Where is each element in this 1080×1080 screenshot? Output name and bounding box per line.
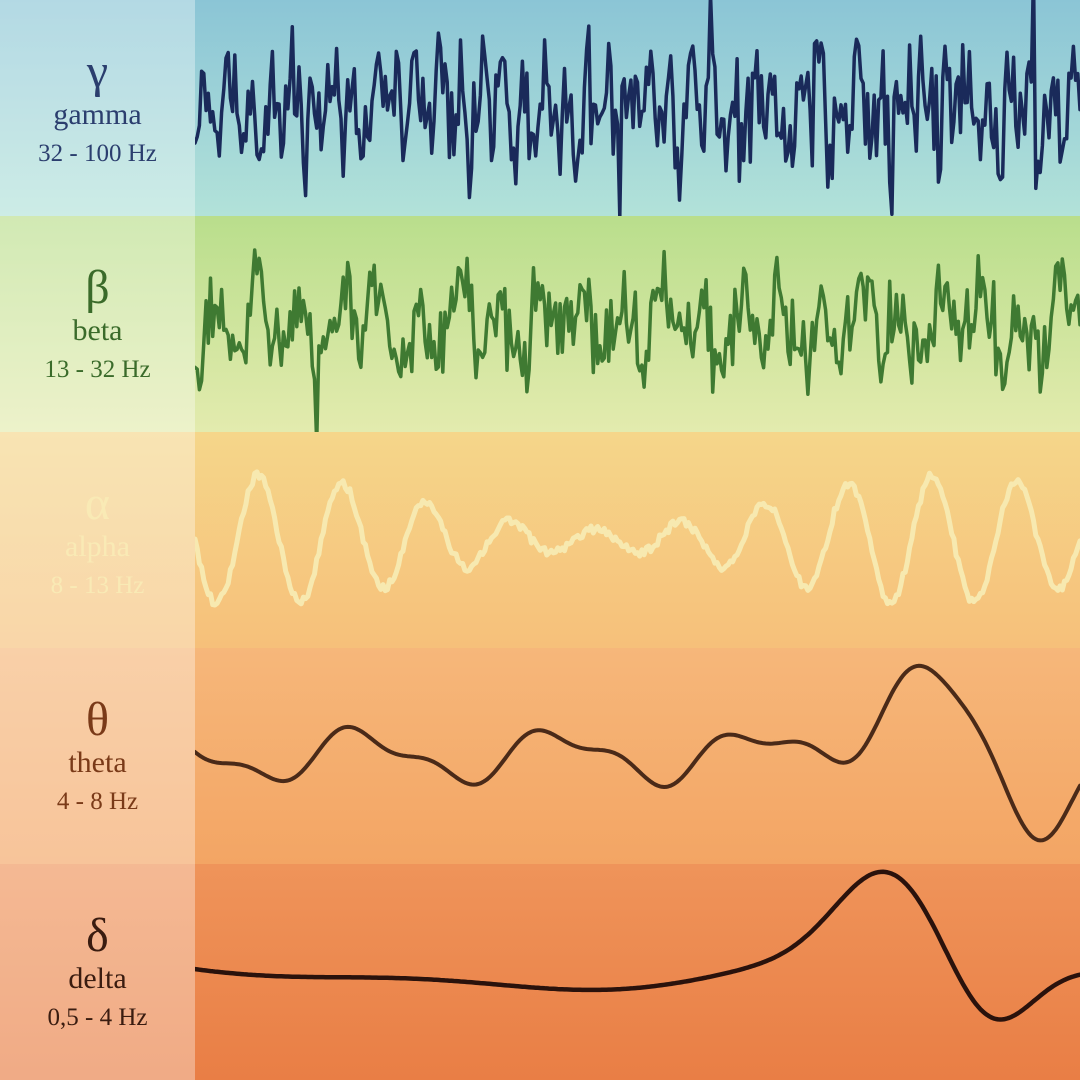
band-theta: θtheta 4 - 8 Hz <box>0 648 1080 864</box>
label-col-beta: βbeta 13 - 32 Hz <box>0 216 195 432</box>
band-alpha: αalpha 8 - 13 Hz <box>0 432 1080 648</box>
theta-name: theta <box>57 746 138 780</box>
waveform-delta <box>195 872 1080 1020</box>
beta-symbol: β <box>44 264 150 312</box>
delta-name: delta <box>48 962 148 996</box>
gamma-range: 32 - 100 Hz <box>38 140 157 168</box>
brainwave-chart: γgamma 32 - 100 Hz βbeta 13 - 32 Hz αalpha 8 … <box>0 0 1080 1080</box>
waveform-theta <box>195 666 1080 841</box>
alpha-name: alpha <box>51 530 145 564</box>
band-delta: δdelta 0,5 - 4 Hz <box>0 864 1080 1080</box>
wave-delta <box>195 864 1080 1080</box>
gamma-symbol: γ <box>38 48 157 96</box>
alpha-range: 8 - 13 Hz <box>51 572 145 600</box>
beta-range: 13 - 32 Hz <box>44 356 150 384</box>
delta-range: 0,5 - 4 Hz <box>48 1004 148 1032</box>
label-col-alpha: αalpha 8 - 13 Hz <box>0 432 195 648</box>
beta-name: beta <box>44 314 150 348</box>
band-gamma: γgamma 32 - 100 Hz <box>0 0 1080 216</box>
gamma-name: gamma <box>38 98 157 132</box>
waveform-alpha <box>195 472 1080 605</box>
waveform-gamma <box>195 0 1080 216</box>
theta-symbol: θ <box>57 696 138 744</box>
label-col-theta: θtheta 4 - 8 Hz <box>0 648 195 864</box>
alpha-symbol: α <box>51 480 145 528</box>
theta-range: 4 - 8 Hz <box>57 788 138 816</box>
label-col-gamma: γgamma 32 - 100 Hz <box>0 0 195 216</box>
wave-gamma <box>195 0 1080 216</box>
waveform-beta <box>195 250 1080 432</box>
wave-alpha <box>195 432 1080 648</box>
delta-symbol: δ <box>48 912 148 960</box>
band-beta: βbeta 13 - 32 Hz <box>0 216 1080 432</box>
label-col-delta: δdelta 0,5 - 4 Hz <box>0 864 195 1080</box>
wave-theta <box>195 648 1080 864</box>
wave-beta <box>195 216 1080 432</box>
